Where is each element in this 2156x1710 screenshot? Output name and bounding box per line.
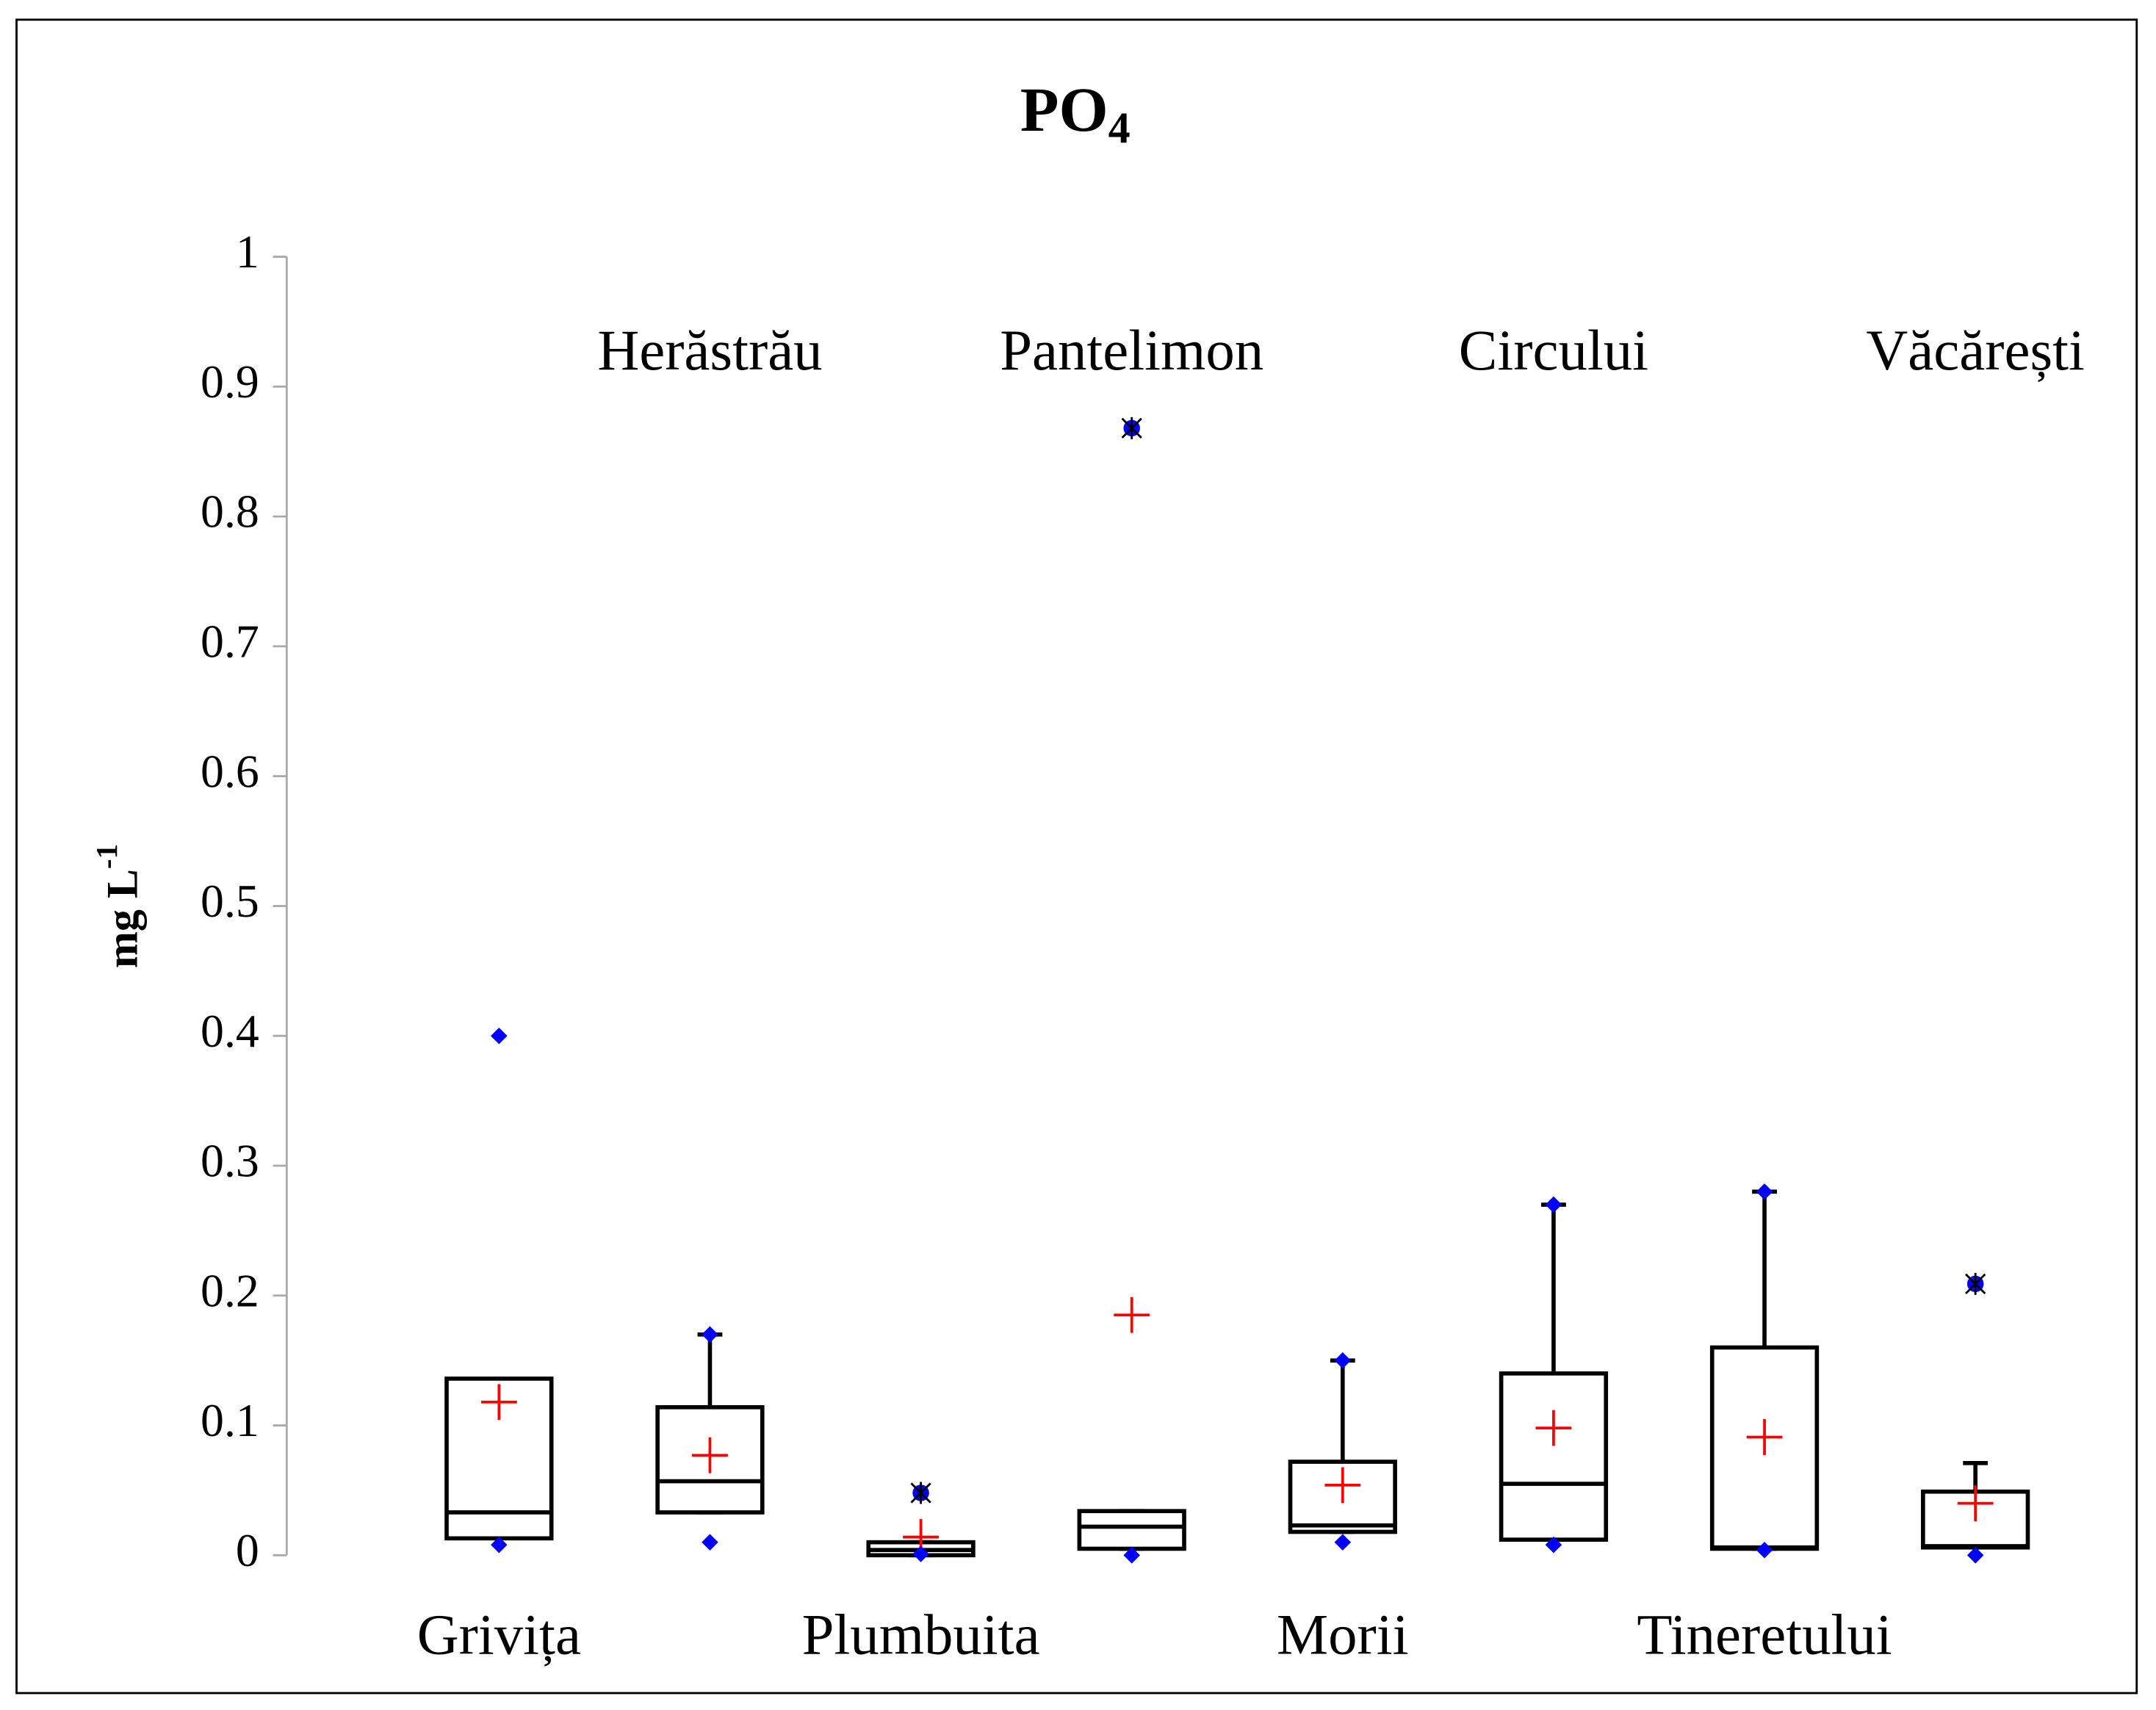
outlier-star [1121,416,1142,439]
x-tick-label: Morii [1277,1603,1409,1667]
x-tick-label: Plumbuita [802,1603,1040,1667]
mean-marker [1746,1419,1783,1455]
chart-title: PO4 [1020,74,1131,152]
y-tick-label: 0.2 [201,1264,259,1316]
y-label-main: mg L [97,869,146,968]
y-label-superscript: -1 [90,844,124,869]
outlier-star [910,1482,931,1504]
mean-marker [1957,1485,1994,1521]
x-tick-label: Herăstrău [597,319,822,383]
y-tick-label: 1 [236,226,259,278]
box [1499,1371,1609,1542]
y-axis-label: mg L-1 [90,844,147,968]
mean-marker [480,1384,517,1421]
data-point [702,1534,718,1551]
title-subscript: 4 [1108,103,1131,152]
y-tick-label: 0.9 [201,356,259,408]
x-tick-label: Văcărești [1866,319,2085,383]
x-tick-label: Pantelimon [1000,319,1263,383]
mean-marker [692,1437,728,1473]
y-tick-label: 0.3 [201,1135,259,1187]
mean-marker [1324,1467,1361,1504]
y-tick-label: 0.6 [201,745,259,797]
mean-marker [1535,1410,1572,1446]
y-tick-label: 0.7 [201,616,259,668]
data-point [1756,1541,1773,1559]
y-tick-label: 0.4 [201,1005,259,1057]
outlier-star [1965,1272,1986,1295]
data-point [1123,1547,1140,1564]
mean-marker [1114,1296,1150,1333]
y-tick-label: 0 [236,1524,259,1576]
data-point [702,1326,718,1343]
y-tick-label: 0.8 [201,486,259,538]
x-tick-label: Circului [1459,319,1648,383]
y-tick-label: 0.1 [201,1394,259,1446]
x-tick-label: Grivița [417,1603,581,1667]
data-point [1966,1547,1984,1564]
box [1077,1509,1186,1551]
y-tick-label: 0.5 [201,875,259,927]
x-tick-label: Tineretului [1637,1603,1892,1667]
data-point [1756,1183,1773,1200]
title-main: PO [1020,74,1108,145]
